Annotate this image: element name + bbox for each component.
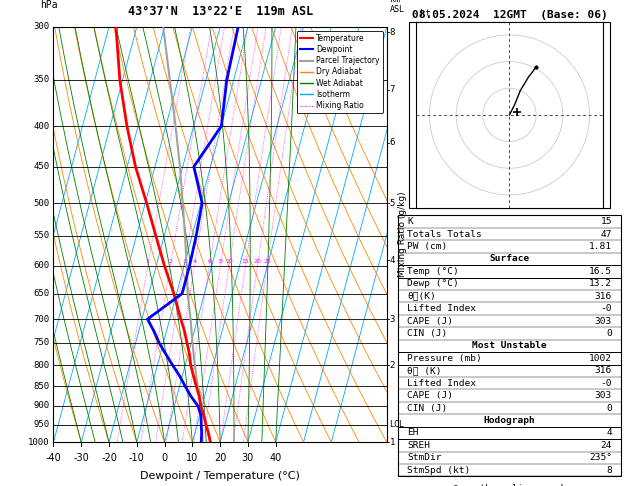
- Text: 8: 8: [606, 466, 612, 475]
- Bar: [409, 21, 610, 208]
- Text: 0: 0: [606, 329, 612, 338]
- Text: 0: 0: [162, 452, 168, 463]
- Text: 550: 550: [33, 231, 49, 241]
- Text: 450: 450: [33, 162, 49, 171]
- Text: 600: 600: [33, 261, 49, 270]
- Text: 1: 1: [389, 438, 395, 447]
- Text: 1: 1: [146, 259, 150, 264]
- Legend: Temperature, Dewpoint, Parcel Trajectory, Dry Adiabat, Wet Adiabat, Isotherm, Mi: Temperature, Dewpoint, Parcel Trajectory…: [297, 31, 383, 113]
- Text: 2: 2: [168, 259, 172, 264]
- Text: 4: 4: [192, 259, 196, 264]
- Text: 0: 0: [606, 403, 612, 413]
- Text: 900: 900: [33, 401, 49, 410]
- Text: PW (cm): PW (cm): [407, 242, 447, 251]
- Text: kt: kt: [420, 9, 431, 18]
- Text: 25: 25: [263, 259, 271, 264]
- Bar: [398, 215, 621, 476]
- Text: 43°37'N  13°22'E  119m ASL: 43°37'N 13°22'E 119m ASL: [128, 5, 313, 18]
- Text: 6: 6: [389, 139, 395, 147]
- Text: 15: 15: [242, 259, 249, 264]
- Text: 1000: 1000: [28, 438, 49, 447]
- Text: hPa: hPa: [40, 0, 58, 10]
- Text: Lifted Index: Lifted Index: [407, 304, 476, 313]
- Text: -30: -30: [74, 452, 89, 463]
- Text: -40: -40: [45, 452, 62, 463]
- Text: 300: 300: [33, 22, 49, 31]
- Text: 5: 5: [389, 199, 395, 208]
- Text: Most Unstable: Most Unstable: [472, 341, 547, 350]
- Text: StmSpd (kt): StmSpd (kt): [407, 466, 470, 475]
- Text: 13.2: 13.2: [589, 279, 612, 288]
- Text: 235°: 235°: [589, 453, 612, 462]
- Text: Temp (°C): Temp (°C): [407, 267, 459, 276]
- Text: 47: 47: [601, 229, 612, 239]
- Text: Pressure (mb): Pressure (mb): [407, 354, 482, 363]
- Text: θᴇ (K): θᴇ (K): [407, 366, 442, 375]
- Text: 650: 650: [33, 289, 49, 298]
- Text: CIN (J): CIN (J): [407, 403, 447, 413]
- Text: SREH: SREH: [407, 441, 430, 450]
- Text: K: K: [407, 217, 413, 226]
- Text: 7: 7: [389, 85, 395, 94]
- Text: 20: 20: [253, 259, 262, 264]
- Text: 500: 500: [33, 199, 49, 208]
- Text: 6: 6: [208, 259, 211, 264]
- Text: 950: 950: [33, 420, 49, 429]
- Text: -0: -0: [601, 304, 612, 313]
- Text: 700: 700: [33, 314, 49, 324]
- Text: 2: 2: [389, 361, 395, 370]
- Text: StmDir: StmDir: [407, 453, 442, 462]
- Text: θᴇ(K): θᴇ(K): [407, 292, 436, 301]
- Text: Dewp (°C): Dewp (°C): [407, 279, 459, 288]
- Text: 1002: 1002: [589, 354, 612, 363]
- Text: EH: EH: [407, 428, 418, 437]
- Text: -0: -0: [601, 379, 612, 388]
- Text: CAPE (J): CAPE (J): [407, 316, 453, 326]
- Text: 16.5: 16.5: [589, 267, 612, 276]
- Text: 3: 3: [182, 259, 186, 264]
- Text: 20: 20: [214, 452, 226, 463]
- Text: 750: 750: [33, 338, 49, 347]
- Text: 1.81: 1.81: [589, 242, 612, 251]
- Text: 303: 303: [594, 316, 612, 326]
- Text: Totals Totals: Totals Totals: [407, 229, 482, 239]
- Text: 10: 10: [186, 452, 199, 463]
- Text: 8: 8: [218, 259, 222, 264]
- Text: Mixing Ratio (g/kg): Mixing Ratio (g/kg): [398, 191, 406, 278]
- Text: 30: 30: [242, 452, 254, 463]
- Text: 316: 316: [594, 366, 612, 375]
- Text: 350: 350: [33, 75, 49, 85]
- Text: 3: 3: [389, 314, 395, 324]
- Text: 316: 316: [594, 292, 612, 301]
- Text: 15: 15: [601, 217, 612, 226]
- Text: LCL: LCL: [389, 420, 404, 429]
- Text: © weatheronline.co.uk: © weatheronline.co.uk: [453, 484, 566, 486]
- Text: 08.05.2024  12GMT  (Base: 06): 08.05.2024 12GMT (Base: 06): [411, 10, 608, 19]
- Text: 303: 303: [594, 391, 612, 400]
- Text: 8: 8: [389, 28, 395, 37]
- Text: Dewpoint / Temperature (°C): Dewpoint / Temperature (°C): [140, 471, 300, 481]
- Text: -20: -20: [101, 452, 117, 463]
- Text: Hodograph: Hodograph: [484, 416, 535, 425]
- Text: 40: 40: [270, 452, 282, 463]
- Text: Surface: Surface: [489, 255, 530, 263]
- Text: 400: 400: [33, 122, 49, 131]
- Text: km
ASL: km ASL: [389, 0, 404, 14]
- Text: 24: 24: [601, 441, 612, 450]
- Text: CIN (J): CIN (J): [407, 329, 447, 338]
- Text: 850: 850: [33, 382, 49, 391]
- Text: 10: 10: [225, 259, 233, 264]
- Text: Lifted Index: Lifted Index: [407, 379, 476, 388]
- Text: -10: -10: [129, 452, 145, 463]
- Text: 4: 4: [389, 256, 395, 265]
- Text: CAPE (J): CAPE (J): [407, 391, 453, 400]
- Text: 4: 4: [606, 428, 612, 437]
- Text: 800: 800: [33, 361, 49, 370]
